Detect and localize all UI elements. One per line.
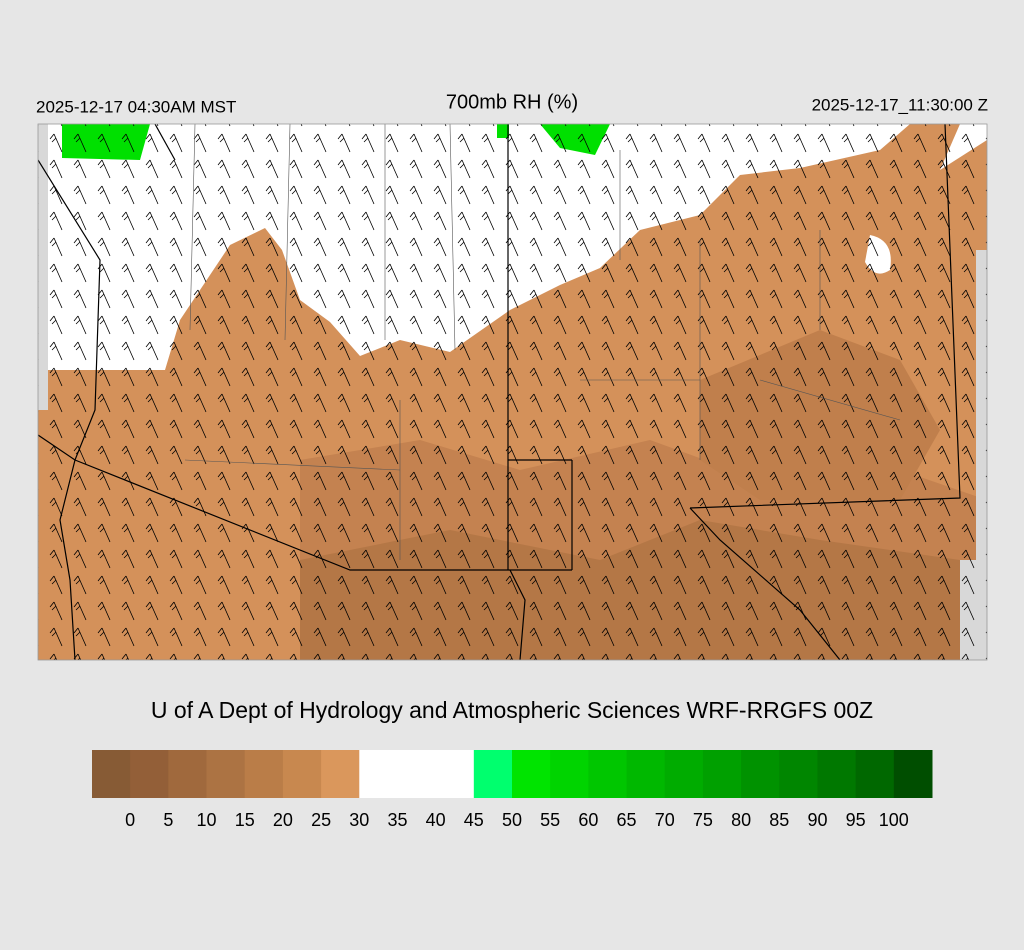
colorbar-label: 15 xyxy=(235,810,255,830)
colorbar-segment xyxy=(664,750,704,798)
colorbar-segment xyxy=(626,750,666,798)
colorbar-segment xyxy=(206,750,246,798)
colorbar-label: 60 xyxy=(578,810,598,830)
credit: U of A Dept of Hydrology and Atmospheric… xyxy=(151,697,873,723)
colorbar-label: 85 xyxy=(769,810,789,830)
colorbar-label: 75 xyxy=(693,810,713,830)
colorbar-segment xyxy=(359,750,398,798)
colorbar-label: 55 xyxy=(540,810,560,830)
colorbar-label: 80 xyxy=(731,810,751,830)
colorbar-label: 20 xyxy=(273,810,293,830)
colorbar-label: 10 xyxy=(197,810,217,830)
colorbar-segment xyxy=(779,750,818,798)
colorbar-segment xyxy=(741,750,780,798)
borders xyxy=(38,124,961,660)
valid-time-local: 2025-12-17 04:30AM MST xyxy=(36,97,236,116)
colorbar-label: 5 xyxy=(163,810,173,830)
colorbar-label: 100 xyxy=(879,810,909,830)
wind-barbs xyxy=(38,124,987,660)
colorbar-segment xyxy=(512,750,551,798)
colorbar-label: 40 xyxy=(426,810,446,830)
colorbar-label: 30 xyxy=(349,810,369,830)
colorbar-label: 35 xyxy=(387,810,407,830)
map-title: 700mb RH (%) xyxy=(446,91,578,113)
colorbar-segment xyxy=(130,750,169,798)
colorbar-segment xyxy=(321,750,360,798)
colorbar-segment xyxy=(550,750,589,798)
valid-time-utc: 2025-12-17_11:30:00 Z xyxy=(812,95,988,114)
county-lines xyxy=(184,124,901,560)
colorbar-segment xyxy=(855,750,895,798)
colorbar-label: 25 xyxy=(311,810,331,830)
colorbar-segment xyxy=(282,750,322,798)
colorbar-segment xyxy=(817,750,857,798)
colorbar: 0 5 10 15 20 25 30 35 40 45 50 55 60 65 70 75 80 85 90 95 10… xyxy=(92,750,933,830)
map xyxy=(38,124,987,660)
colorbar-segment xyxy=(397,750,437,798)
colorbar-segment xyxy=(435,750,475,798)
colorbar-segment xyxy=(92,750,131,798)
colorbar-label: 90 xyxy=(807,810,827,830)
colorbar-label: 50 xyxy=(502,810,522,830)
colorbar-segment xyxy=(473,750,513,798)
colorbar-segment xyxy=(893,750,933,798)
colorbar-segment xyxy=(702,750,742,798)
colorbar-segment xyxy=(244,750,284,798)
colorbar-label: 45 xyxy=(464,810,484,830)
colorbar-label: 70 xyxy=(655,810,675,830)
colorbar-segment xyxy=(588,750,628,798)
map-frame xyxy=(37,123,988,661)
colorbar-label: 95 xyxy=(846,810,866,830)
colorbar-label: 65 xyxy=(617,810,637,830)
colorbar-segment xyxy=(168,750,208,798)
colorbar-label: 0 xyxy=(125,810,135,830)
